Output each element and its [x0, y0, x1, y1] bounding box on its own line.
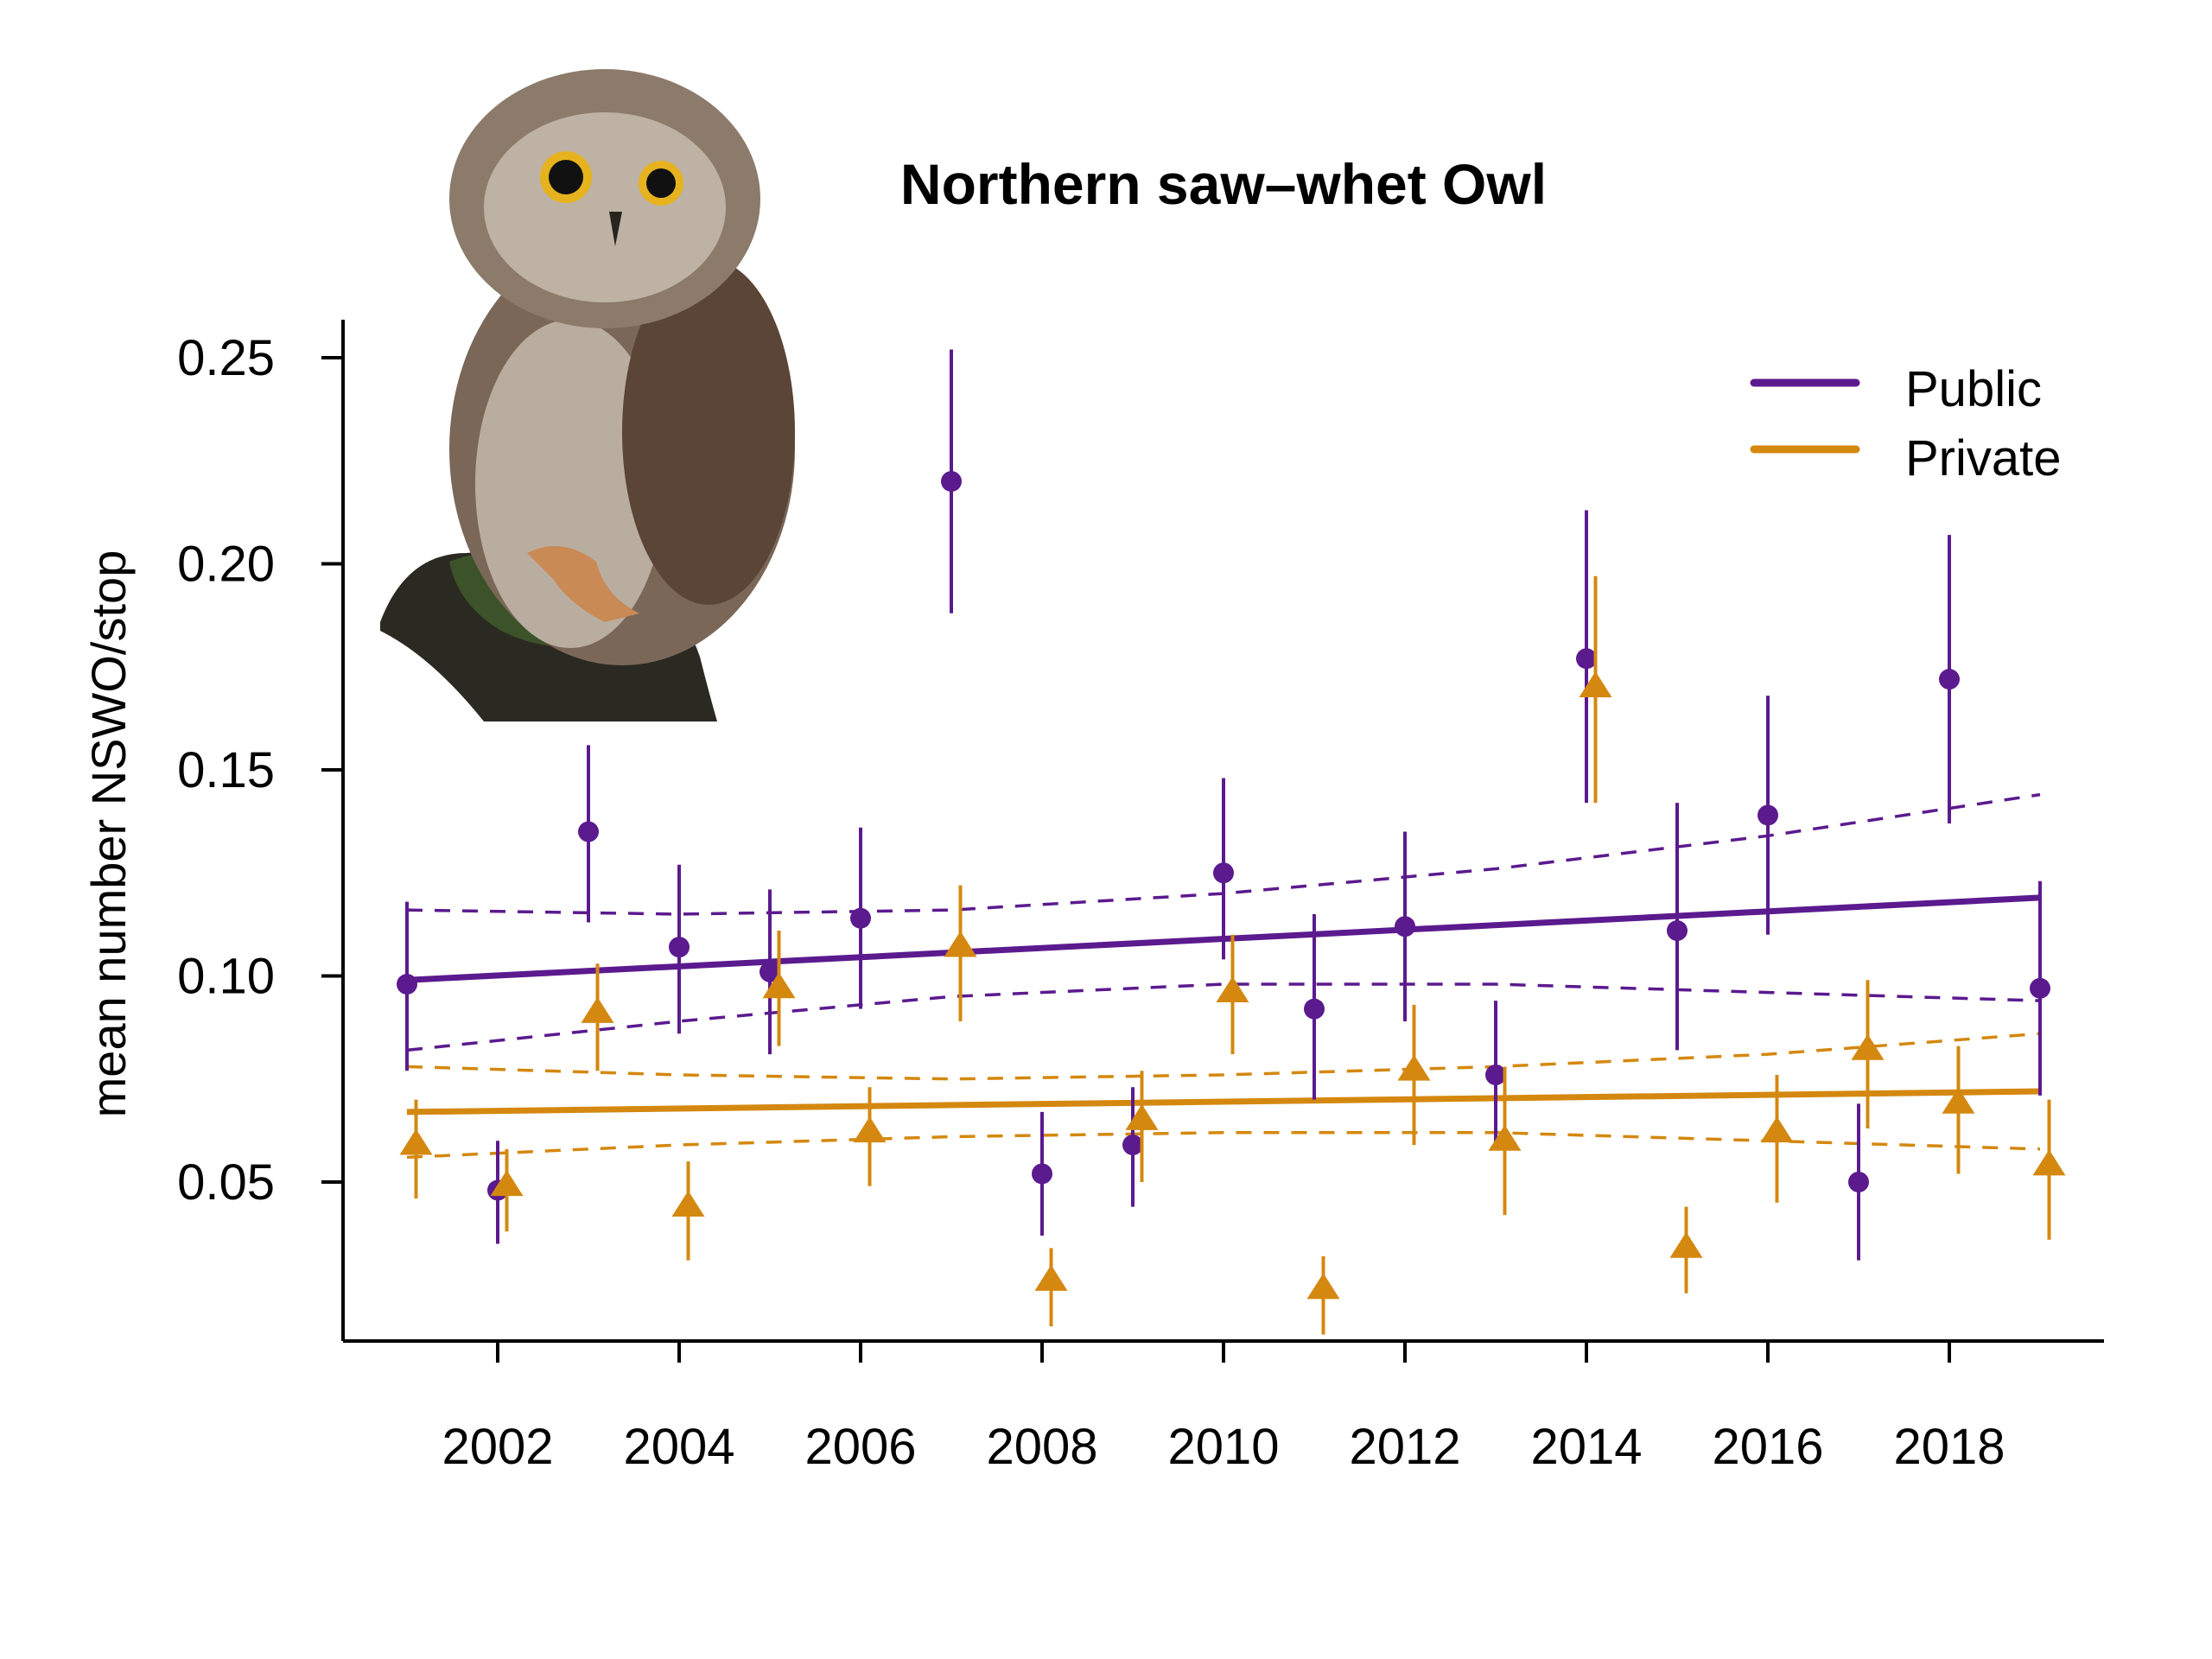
trend-ci-lower-public [406, 982, 2041, 1052]
data-point-private [1397, 1054, 1431, 1081]
data-point-public [1395, 916, 1415, 938]
data-point-private [1034, 1264, 1068, 1291]
data-point-public [1122, 1135, 1143, 1156]
legend-label-private: Private [1905, 430, 2062, 486]
owl-facial-disc [484, 112, 726, 302]
data-point-private [1760, 1116, 1794, 1143]
y-tick-label: 0.25 [177, 330, 275, 386]
owl-talons [527, 546, 639, 622]
owl-illustration [380, 69, 795, 721]
owl-chest [475, 320, 665, 648]
data-point-private [762, 972, 796, 999]
data-point-public [760, 961, 780, 982]
data-point-public [1576, 648, 1597, 670]
legend: Public Private [1750, 361, 2062, 486]
x-ticks: 2002 2004 2006 2008 2010 2012 2014 2016 2018 [442, 1341, 2005, 1475]
owl-pupil-right [646, 168, 676, 198]
y-axis-label: mean number NSWO/stop [81, 550, 136, 1118]
x-tick-label: 2014 [1530, 1419, 1642, 1475]
x-tick-label: 2004 [623, 1419, 734, 1475]
data-points [397, 349, 2066, 1335]
chart-title: Northern saw–whet Owl [900, 152, 1547, 216]
trend-ci-upper-private [406, 1032, 2041, 1081]
data-point-private [1125, 1103, 1159, 1130]
data-point-public [1758, 804, 1778, 826]
owl-beak [609, 212, 622, 246]
data-point-private [1216, 976, 1249, 1002]
y-tick-label: 0.05 [177, 1154, 275, 1211]
x-tick-label: 2006 [804, 1419, 916, 1475]
x-tick-label: 2016 [1712, 1419, 1823, 1475]
data-point-private [1851, 1033, 1885, 1060]
data-point-private [1579, 671, 1612, 697]
data-point-public [1939, 669, 1960, 690]
x-tick-label: 2002 [442, 1419, 553, 1475]
data-point-public [669, 937, 690, 958]
data-point-public [1485, 1064, 1506, 1085]
data-point-private [1488, 1124, 1522, 1151]
owl-wing [622, 259, 795, 605]
data-point-private [944, 931, 977, 957]
y-tick-label: 0.20 [177, 537, 275, 593]
data-point-public [1213, 862, 1234, 884]
data-point-private [490, 1170, 524, 1197]
x-tick-label: 2008 [986, 1419, 1097, 1475]
data-point-public [1304, 998, 1325, 1020]
trend-ci-lower-private [406, 1131, 2041, 1160]
trend-line-private [406, 1088, 2041, 1116]
owl-pupil-left [549, 160, 583, 194]
x-tick-label: 2018 [1893, 1419, 2005, 1475]
data-point-public [1848, 1172, 1869, 1192]
data-point-public [397, 974, 417, 995]
data-point-private [1306, 1273, 1340, 1300]
data-point-private [2032, 1149, 2066, 1176]
data-point-public [2030, 977, 2050, 999]
data-point-private [1942, 1087, 1975, 1114]
data-point-public [578, 821, 599, 842]
y-tick-label: 0.15 [177, 742, 275, 798]
data-point-public [850, 907, 871, 929]
data-point-private [671, 1191, 705, 1217]
data-point-public [1032, 1163, 1052, 1185]
y-ticks: 0.05 0.10 0.15 0.20 0.25 [177, 330, 343, 1211]
y-tick-label: 0.10 [177, 949, 275, 1005]
legend-label-public: Public [1905, 361, 2042, 417]
data-point-private [581, 996, 614, 1023]
data-point-private [399, 1128, 433, 1155]
data-point-public [1667, 920, 1688, 942]
data-point-private [1669, 1231, 1703, 1258]
x-tick-label: 2012 [1349, 1419, 1460, 1475]
x-tick-label: 2010 [1167, 1419, 1279, 1475]
data-point-private [853, 1116, 887, 1143]
data-point-public [941, 471, 962, 493]
